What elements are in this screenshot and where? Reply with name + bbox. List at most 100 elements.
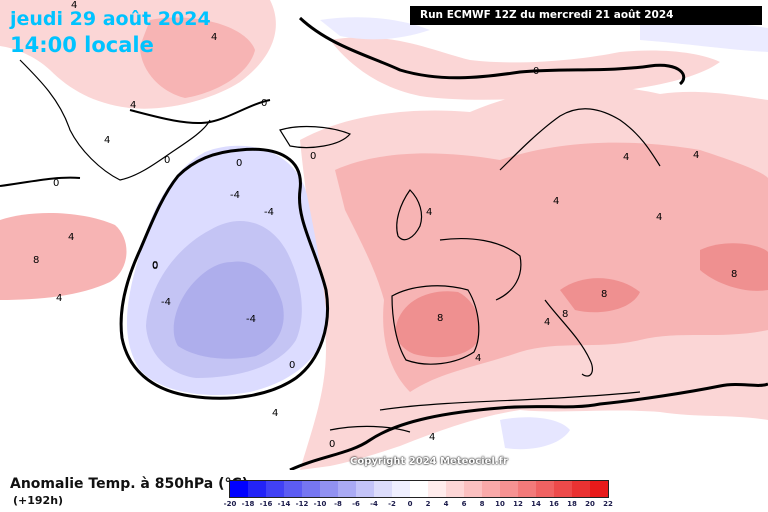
coastline-greenland — [19, 59, 211, 181]
contour-label: 4 — [475, 353, 481, 364]
zero-contour-west — [0, 176, 81, 187]
contour-label: 0 — [261, 98, 267, 109]
color-scale-swatch — [446, 481, 464, 497]
contour-label: 0 — [164, 155, 170, 166]
color-scale-tick-label: 6 — [461, 500, 467, 508]
contour-label: 4 — [56, 293, 62, 304]
legend-title: Anomalie Temp. à 850hPa (°C) — [10, 476, 249, 492]
contour-label: 4 — [693, 150, 699, 161]
contour-label: 0 — [310, 151, 316, 162]
zero-contour-greenland — [129, 99, 271, 125]
contour-label: 4 — [272, 408, 278, 419]
contour-label: 4 — [553, 196, 559, 207]
color-scale-tick-label: -16 — [259, 500, 273, 508]
zero-contour-atlantic — [119, 147, 330, 400]
contour-label: 4 — [71, 0, 77, 11]
contour-label: 4 — [68, 232, 74, 243]
color-scale-tick-label: 8 — [479, 500, 485, 508]
color-scale-tick-label: -2 — [388, 500, 396, 508]
contour-label: 0 — [289, 360, 295, 371]
color-scale-swatch — [248, 481, 266, 497]
contour-label: 4 — [429, 432, 435, 443]
color-scale-swatch — [338, 481, 356, 497]
legend-bar: Anomalie Temp. à 850hPa (°C) (+192h) -20… — [0, 470, 768, 512]
color-scale-tick-label: 18 — [567, 500, 577, 508]
contour-label: -4 — [246, 314, 256, 325]
contour-label: 8 — [731, 269, 737, 280]
color-scale-tick-label: 22 — [603, 500, 613, 508]
color-scale-swatch — [320, 481, 338, 497]
contour-label: 0 — [533, 66, 539, 77]
color-scale-tick-label: 2 — [425, 500, 431, 508]
forecast-hours: (+192h) — [13, 494, 64, 507]
coastline-scandinavia — [499, 108, 661, 171]
cold-anomaly-north — [320, 17, 430, 40]
contour-label: 8 — [601, 289, 607, 300]
color-scale-tick-label: -14 — [277, 500, 291, 508]
color-scale-swatch — [392, 481, 410, 497]
contour-label: 4 — [130, 100, 136, 111]
color-scale-tick-label: 12 — [513, 500, 523, 508]
coastline-italy — [544, 299, 594, 377]
contour-label: -4 — [230, 190, 240, 201]
contour-label: 0 — [152, 260, 158, 271]
forecast-time: 14:00 locale — [10, 33, 154, 57]
coastline-iceland — [279, 125, 351, 149]
warm-anomaly-iberia-core — [395, 291, 480, 358]
coastline-british-isles — [396, 189, 423, 241]
coastline-france — [439, 237, 522, 301]
contour-label: -4 — [264, 207, 274, 218]
contour-label: 4 — [544, 317, 550, 328]
color-scale-tick-label: -10 — [313, 500, 327, 508]
color-scale-tick-label: 4 — [443, 500, 449, 508]
coastline-north-africa — [329, 425, 411, 433]
contour-label: 4 — [104, 135, 110, 146]
contour-label: 0 — [53, 178, 59, 189]
color-scale-tick-label: -12 — [295, 500, 309, 508]
contour-label: 0 — [236, 158, 242, 169]
color-scale-tick-label: -4 — [370, 500, 378, 508]
color-scale-swatch — [428, 481, 446, 497]
color-scale-swatch — [518, 481, 536, 497]
cold-anomaly-north-east — [640, 21, 768, 52]
contour-label: -4 — [161, 297, 171, 308]
color-scale-swatch — [284, 481, 302, 497]
color-scale — [229, 480, 609, 498]
copyright-text: Copyright 2024 Meteociel.fr — [350, 456, 508, 467]
contour-label: 4 — [426, 207, 432, 218]
color-scale-tick-label: 16 — [549, 500, 559, 508]
coastlines — [19, 59, 661, 433]
color-scale-swatch — [482, 481, 500, 497]
contour-label: 4 — [656, 212, 662, 223]
cold-anomaly-med — [500, 417, 570, 450]
coastline-med-south — [379, 391, 641, 411]
zero-contour-north — [298, 16, 686, 86]
contour-label: 8 — [437, 313, 443, 324]
color-scale-tick-label: 10 — [495, 500, 505, 508]
model-run-label: Run ECMWF 12Z du mercredi 21 août 2024 — [410, 6, 762, 25]
contour-label: 0 — [329, 439, 335, 450]
contour-label: 8 — [33, 255, 39, 266]
color-scale-swatch — [536, 481, 554, 497]
color-scale-swatch — [572, 481, 590, 497]
color-scale-tick-label: -6 — [352, 500, 360, 508]
temperature-anomaly-map: 4 4 4 4 0 0 0 0 4 0 -4 -4 -4 0 0 4 8 -4 … — [0, 0, 768, 470]
color-scale-tick-label: -20 — [223, 500, 237, 508]
contour-label: 8 — [562, 309, 568, 320]
color-scale-tick-label: 20 — [585, 500, 595, 508]
forecast-date: jeudi 29 août 2024 — [10, 8, 211, 30]
contour-label: 4 — [211, 32, 217, 43]
color-scale-swatch — [356, 481, 374, 497]
contour-labels: 4 4 4 4 0 0 0 0 4 0 -4 -4 -4 0 0 4 8 -4 … — [33, 0, 737, 450]
color-scale-swatch — [266, 481, 284, 497]
color-scale-tick-label: -18 — [241, 500, 255, 508]
color-scale-swatch — [374, 481, 392, 497]
color-scale-swatch — [554, 481, 572, 497]
warm-anomaly-central-europe — [560, 278, 640, 313]
color-scale-swatch — [230, 481, 248, 497]
cold-anomaly-atlantic-core — [173, 261, 284, 359]
color-scale-swatch — [410, 481, 428, 497]
color-scale-tick-label: 0 — [407, 500, 413, 508]
color-scale-tick-label: 14 — [531, 500, 541, 508]
